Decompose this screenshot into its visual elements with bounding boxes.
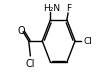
Text: Cl: Cl: [26, 59, 35, 69]
Text: Cl: Cl: [83, 36, 92, 46]
Text: F: F: [66, 4, 71, 13]
Text: O: O: [17, 26, 25, 36]
Text: H₂N: H₂N: [43, 4, 60, 13]
